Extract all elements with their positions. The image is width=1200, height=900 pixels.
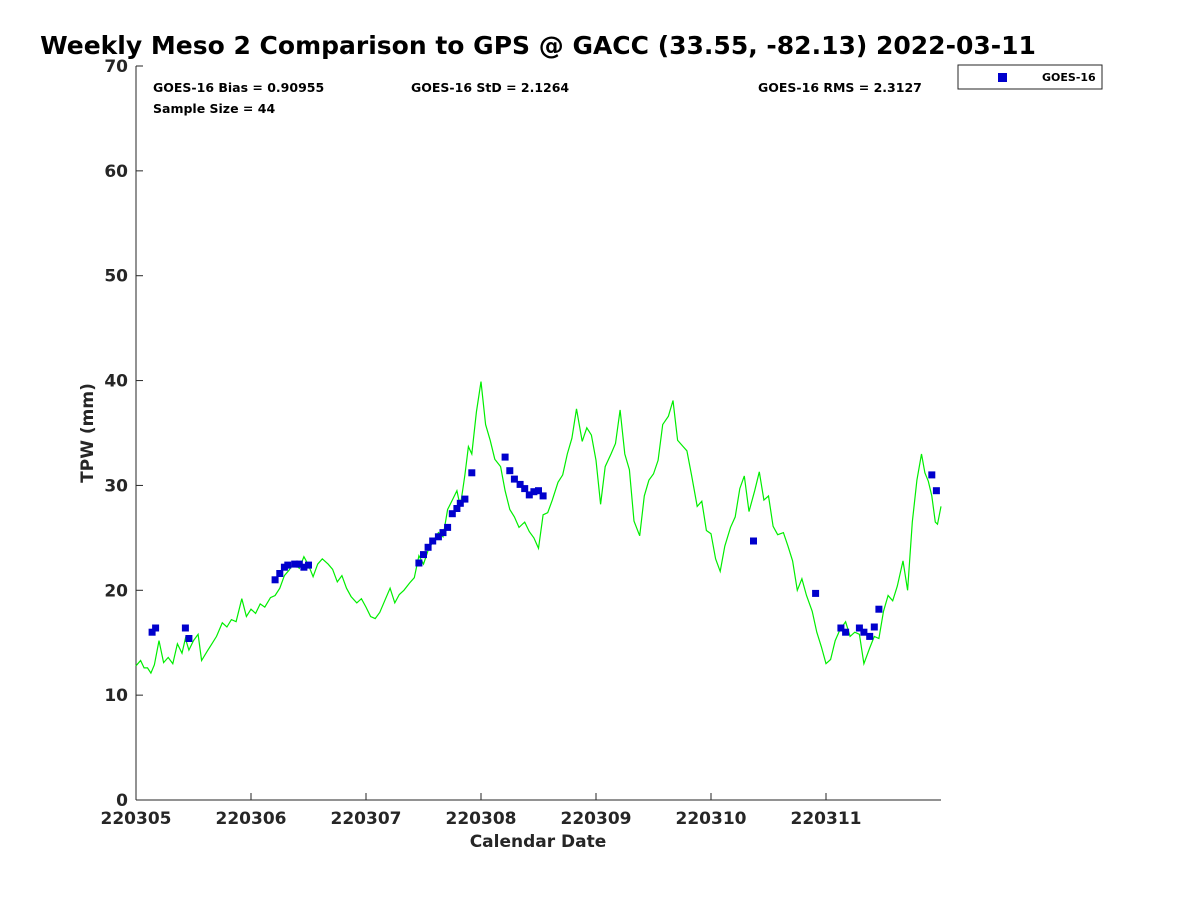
- x-tick-label: 220310: [676, 809, 747, 829]
- y-tick-label: 20: [104, 581, 128, 601]
- goes16-point: [535, 487, 542, 495]
- goes16-point: [530, 488, 538, 496]
- goes16-point: [521, 485, 529, 493]
- goes16-point: [271, 576, 279, 584]
- x-tick-label: 220307: [331, 809, 402, 829]
- x-tick-label: 220308: [446, 809, 517, 829]
- goes16-point: [291, 560, 299, 568]
- gps-series: [135, 381, 942, 675]
- y-tick-label: 10: [104, 686, 128, 706]
- goes16-point: [501, 453, 509, 461]
- goes16-point: [295, 560, 303, 568]
- x-axis-label: Calendar Date: [470, 832, 607, 852]
- goes16-point: [152, 624, 160, 632]
- goes16-point: [456, 499, 464, 507]
- rms-stat: GOES-16 RMS = 2.3127: [758, 80, 922, 95]
- y-tick-label: 0: [116, 791, 128, 811]
- y-axis-label: TPW (mm): [78, 383, 98, 483]
- goes16-point: [148, 628, 156, 636]
- goes16-series: [148, 453, 940, 642]
- goes16-point: [870, 623, 878, 631]
- goes16-point: [750, 537, 757, 545]
- goes16-point: [928, 471, 936, 479]
- goes16-point: [525, 491, 533, 499]
- goes16-point: [842, 628, 850, 636]
- bias-stat: GOES-16 Bias = 0.90955: [153, 80, 324, 95]
- y-tick-label: 70: [104, 57, 128, 77]
- x-ticks: 220305 220306 220307 220308 220309 220310 2203…: [101, 793, 862, 829]
- legend-box: [957, 64, 1103, 90]
- goes16-point: [468, 469, 476, 477]
- goes16-point: [429, 537, 437, 545]
- goes16-point: [415, 559, 423, 567]
- goes16-point: [185, 635, 193, 642]
- sample-size-stat: Sample Size = 44: [153, 101, 275, 116]
- goes16-point: [866, 632, 874, 640]
- goes16-point: [444, 523, 452, 531]
- goes16-point: [516, 480, 524, 488]
- goes16-point: [453, 505, 461, 512]
- goes16-point: [461, 495, 469, 503]
- y-tick-label: 60: [104, 162, 128, 182]
- x-tick-label: 220305: [101, 809, 172, 829]
- goes16-point: [300, 563, 308, 571]
- goes16-point: [284, 561, 292, 569]
- legend-marker-goes16: [998, 73, 1007, 82]
- goes16-point: [448, 510, 456, 518]
- legend-label-goes16: GOES-16: [1042, 71, 1096, 84]
- y-tick-label: 40: [104, 372, 128, 392]
- y-ticks: 0 10 20 30 40 50 60 70: [104, 57, 143, 811]
- goes16-point: [932, 487, 940, 495]
- gps-line: [135, 381, 942, 675]
- goes16-point: [305, 561, 312, 569]
- goes16-point: [510, 475, 518, 483]
- x-tick-label: 220306: [216, 809, 287, 829]
- goes16-point: [181, 624, 189, 632]
- std-stat: GOES-16 StD = 2.1264: [411, 80, 569, 95]
- goes16-point: [539, 492, 547, 500]
- goes16-point: [439, 529, 447, 537]
- goes16-point: [875, 605, 883, 613]
- legend: GOES-16: [957, 64, 1103, 90]
- goes16-point: [434, 533, 442, 541]
- goes16-point: [424, 543, 432, 551]
- goes16-point: [276, 570, 284, 577]
- y-tick-label: 30: [104, 476, 128, 496]
- chart-title: Weekly Meso 2 Comparison to GPS @ GACC (…: [40, 31, 1036, 60]
- goes16-point: [506, 467, 514, 475]
- goes16-point: [855, 624, 863, 632]
- goes16-point: [812, 589, 820, 597]
- goes16-point: [420, 551, 427, 559]
- goes16-point: [837, 624, 845, 632]
- goes16-point: [860, 628, 868, 636]
- y-tick-label: 50: [104, 267, 128, 287]
- x-tick-label: 220309: [561, 809, 632, 829]
- x-tick-label: 220311: [791, 809, 862, 829]
